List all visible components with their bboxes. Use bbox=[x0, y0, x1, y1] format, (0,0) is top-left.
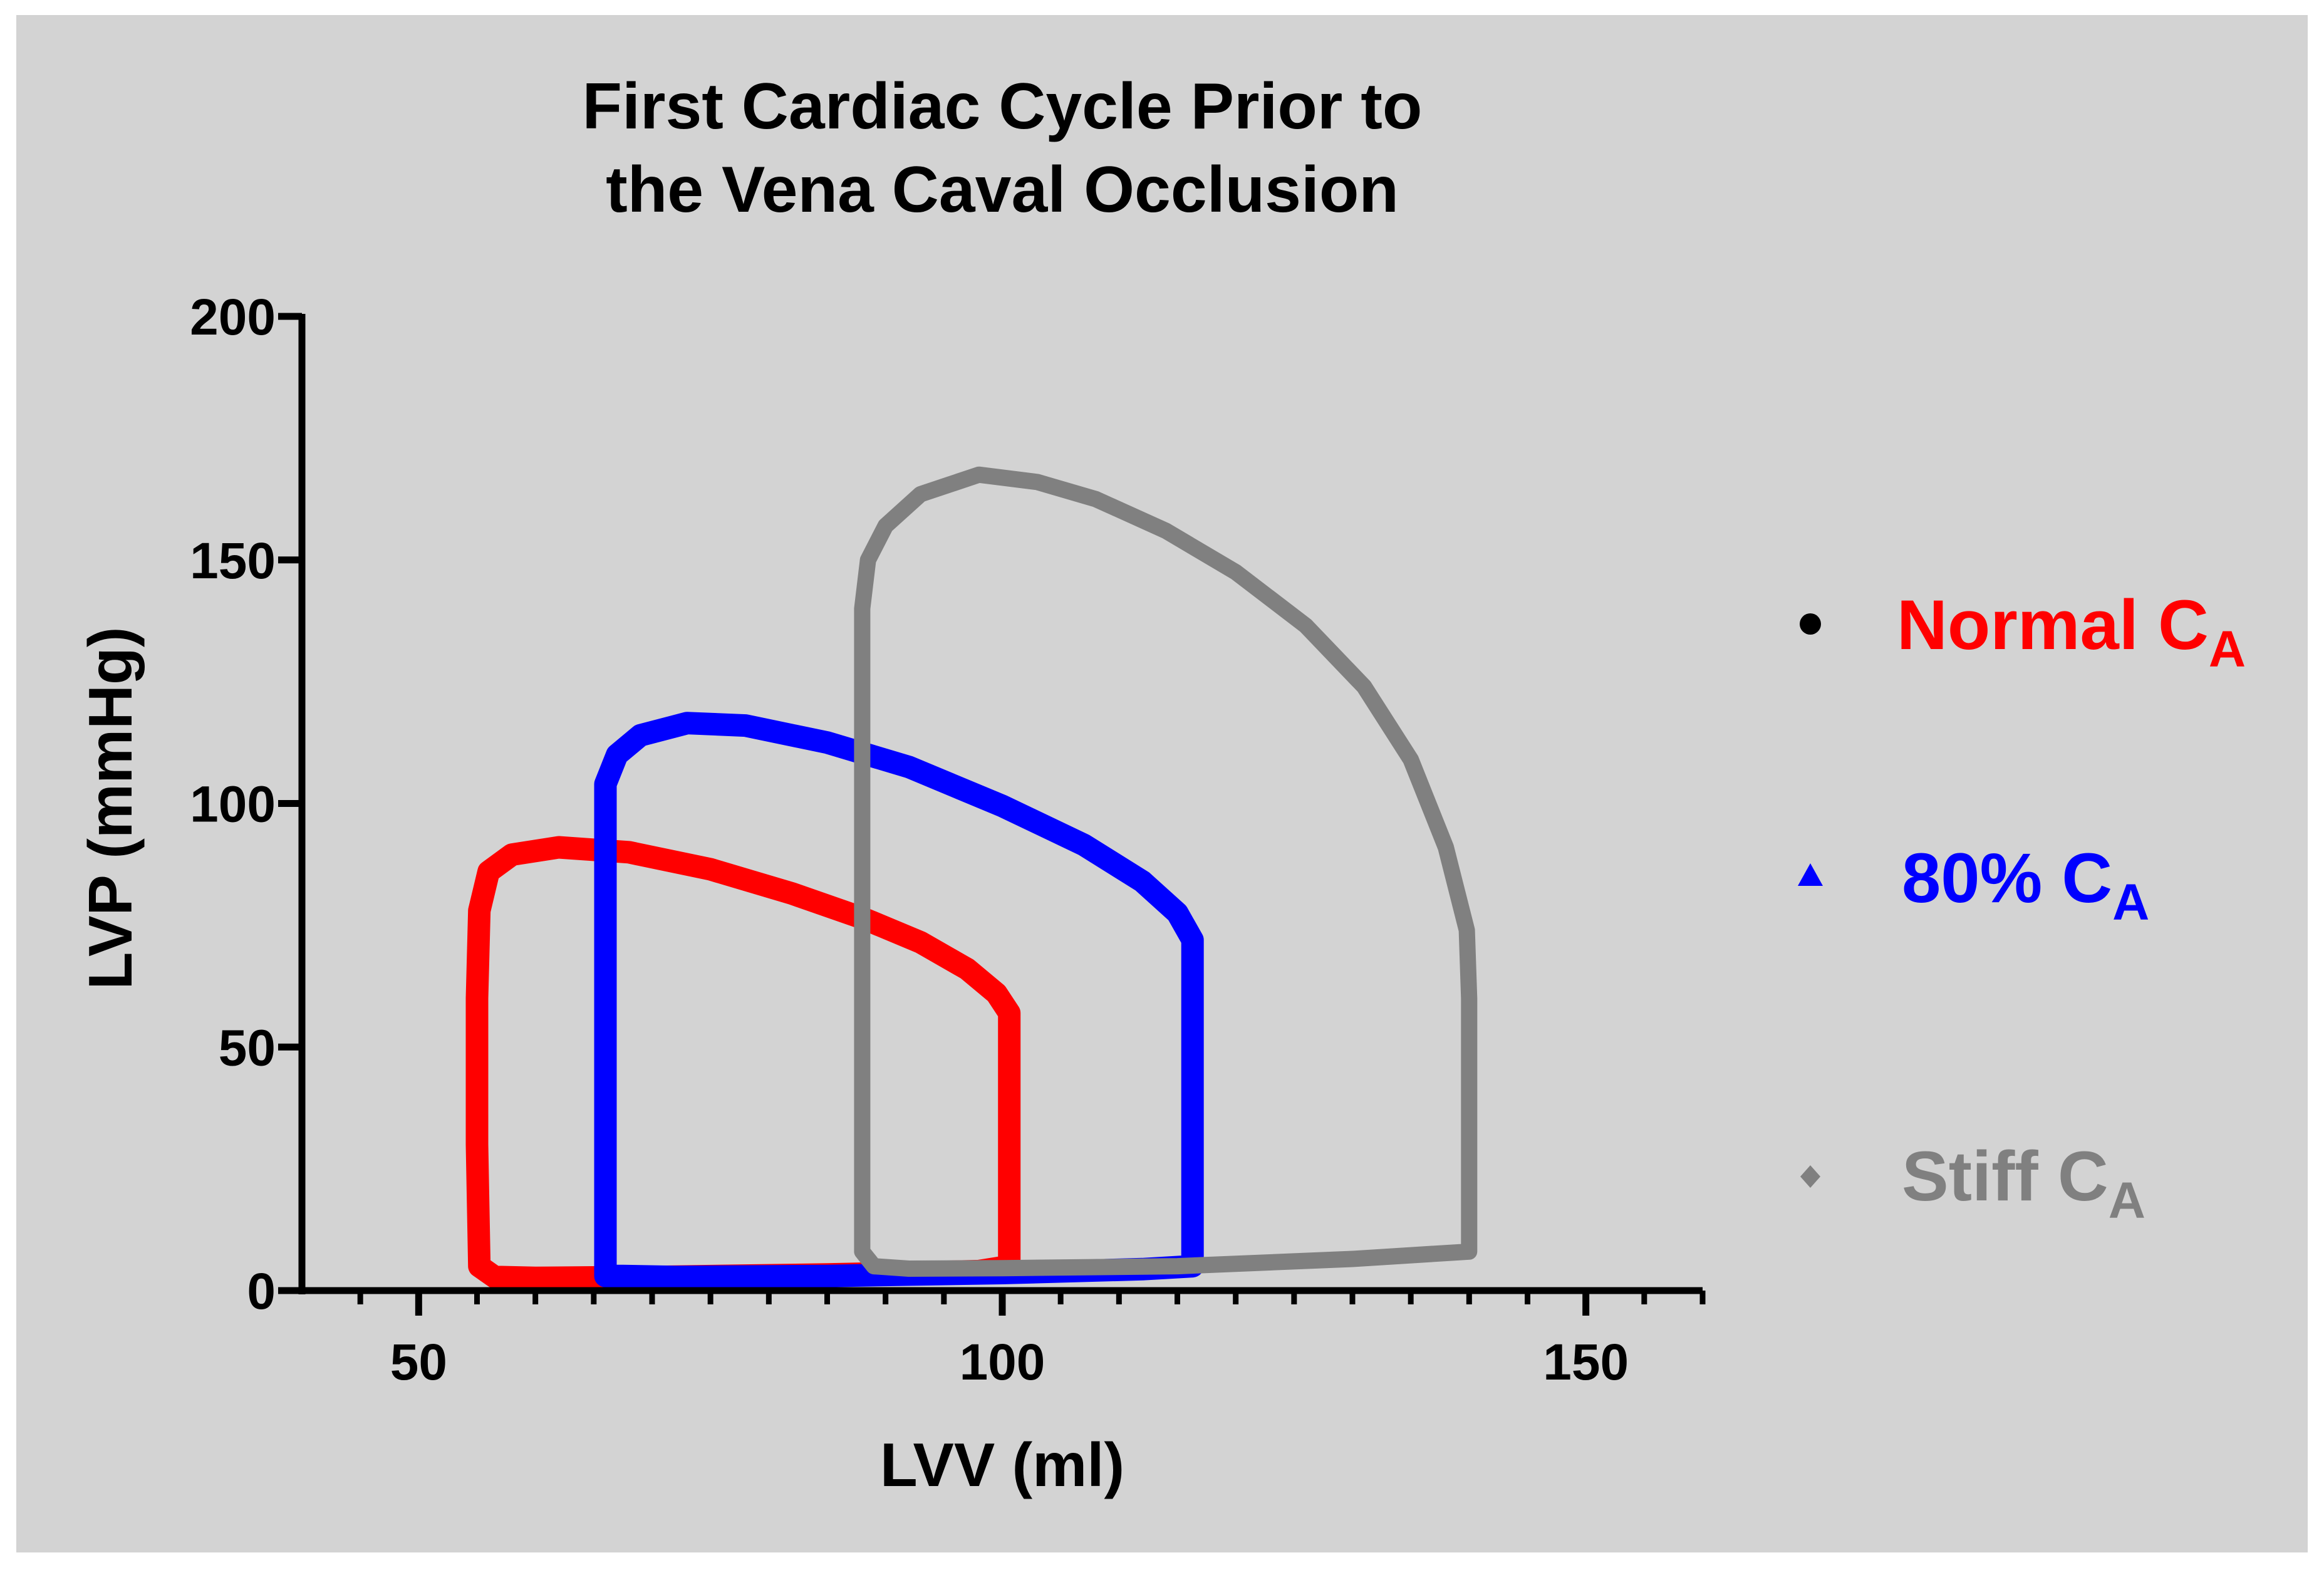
y-tick-label-50: 50 bbox=[219, 1019, 276, 1076]
y-tick-label-100: 100 bbox=[190, 776, 276, 833]
y-tick-label-150: 150 bbox=[190, 533, 276, 590]
y-axis-label: LVP (mmHg) bbox=[76, 627, 145, 990]
series-stiff-loop bbox=[854, 466, 1478, 1277]
legend-label-name: Stiff C bbox=[1902, 1137, 2109, 1215]
legend-label-normal: Normal CA bbox=[1897, 586, 2246, 678]
legend-label-subscript: A bbox=[2109, 1172, 2145, 1229]
legend-label-stiff: Stiff CA bbox=[1902, 1137, 2145, 1229]
chart-title-line-1: First Cardiac Cycle Prior to bbox=[583, 70, 1423, 143]
x-axis-label: LVV (ml) bbox=[880, 1430, 1124, 1499]
chart-background bbox=[16, 15, 2308, 1552]
x-tick-label-50: 50 bbox=[390, 1334, 447, 1391]
legend-label-name: Normal C bbox=[1897, 586, 2209, 664]
y-tick-label-0: 0 bbox=[247, 1263, 276, 1320]
x-tick-label-100: 100 bbox=[960, 1334, 1045, 1391]
legend-label-eighty: 80% CA bbox=[1902, 839, 2149, 931]
legend-item-eighty: 80% CA bbox=[1798, 839, 2149, 931]
series-layer bbox=[465, 466, 1478, 1289]
diamond-marker-icon bbox=[1800, 1165, 1820, 1188]
legend-item-normal: Normal CA bbox=[1800, 586, 2246, 678]
y-tick-label-200: 200 bbox=[190, 289, 276, 346]
legend-label-name: 80% C bbox=[1902, 839, 2112, 917]
chart-title-line-2: the Vena Caval Occlusion bbox=[606, 153, 1399, 226]
legend-label-subscript: A bbox=[2209, 621, 2246, 678]
axes-layer: 0 50 100 150 200 50 100 150 bbox=[190, 289, 1706, 1391]
legend-label-subscript: A bbox=[2112, 874, 2149, 931]
triangle-marker-icon bbox=[1798, 863, 1823, 886]
x-tick-label-150: 150 bbox=[1543, 1334, 1629, 1391]
circle-marker-icon bbox=[1800, 613, 1821, 635]
legend-item-stiff: Stiff CA bbox=[1800, 1137, 2145, 1229]
